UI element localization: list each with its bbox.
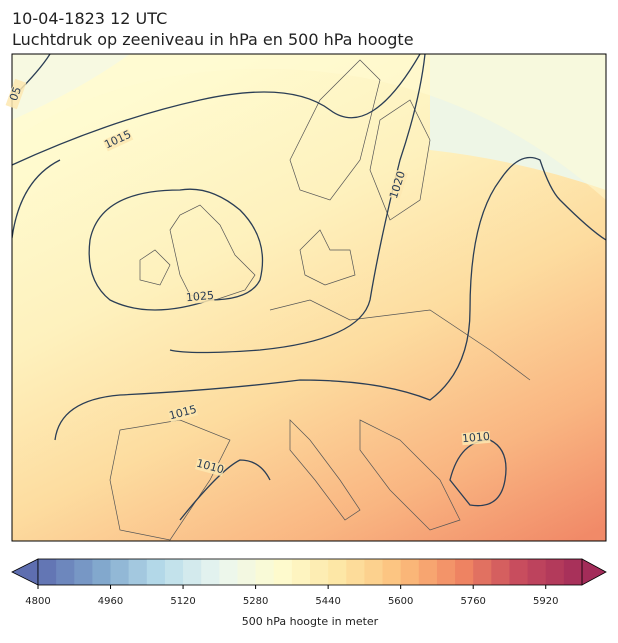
colorbar-extend-low: [11, 558, 39, 586]
contour-label: 1025: [185, 289, 214, 304]
colorbar-tick-label: 5920: [533, 596, 558, 607]
colorbar-segment: [509, 559, 529, 585]
colorbar-segment: [56, 559, 75, 585]
colorbar-segment: [38, 559, 57, 585]
contour-label-bg: [102, 128, 134, 152]
map: [12, 54, 606, 541]
colorbar-tick-label: 5440: [315, 596, 340, 607]
colorbar-segment: [128, 559, 148, 585]
colorbar-segment: [291, 559, 311, 585]
colorbar-segment: [74, 559, 93, 585]
contour-label: 05: [7, 85, 24, 103]
colorbar-segment: [92, 559, 112, 585]
colorbar-segment: [255, 559, 275, 585]
colorbar-segment: [273, 559, 293, 585]
colorbar-segment: [164, 559, 184, 585]
colorbar-segment: [146, 559, 166, 585]
colorbar-segment: [201, 559, 220, 585]
colorbar-segment: [545, 559, 565, 585]
colorbar-tick-label: 5760: [460, 596, 485, 607]
colorbar-segment: [328, 559, 347, 585]
colorbar-segment: [473, 559, 492, 585]
colorbar-segment: [400, 559, 420, 585]
colorbar-extend-high: [581, 558, 607, 586]
colorbar-segment: [310, 559, 329, 585]
subtitle: Luchtdruk op zeeniveau in hPa en 500 hPa…: [12, 30, 414, 49]
contour-label-bg: [387, 169, 409, 201]
colorbar-tick-label: 5600: [388, 596, 413, 607]
map-frame: [11, 53, 607, 542]
colorbar-tick-label: 5120: [170, 596, 195, 607]
colorbar-segment: [219, 559, 238, 585]
contour-label-bg: [461, 430, 491, 446]
contour-label-bg: [167, 403, 199, 423]
colorbar-segment: [527, 559, 547, 585]
colorbar-segment: [110, 559, 130, 585]
colorbar-segment: [491, 559, 510, 585]
colorbar-segment: [364, 559, 384, 585]
contour-label-bg: [5, 78, 27, 110]
colorbar-segment: [346, 559, 365, 585]
colorbar-segment: [436, 559, 456, 585]
colorbar-label: 500 hPa hoogte in meter: [242, 615, 379, 628]
contour-label-bg: [194, 457, 226, 477]
colorbar-tick-label: 5280: [243, 596, 268, 607]
colorbar-segment: [418, 559, 438, 585]
colorbar-frame: [37, 558, 583, 586]
contour-label-bg: [185, 289, 215, 305]
colorbar-segment: [237, 559, 257, 585]
height-band: [12, 54, 606, 200]
colorbar-segment: [455, 559, 474, 585]
colorbar-tick-label: 4800: [25, 596, 50, 607]
colorbar-segment: [563, 559, 583, 585]
colorbar-tick-label: 4960: [98, 596, 123, 607]
colorbar-segment: [382, 559, 402, 585]
title: 10-04-1823 12 UTC: [12, 9, 167, 28]
contour-label: 1010: [461, 430, 490, 445]
colorbar-segment: [183, 559, 202, 585]
